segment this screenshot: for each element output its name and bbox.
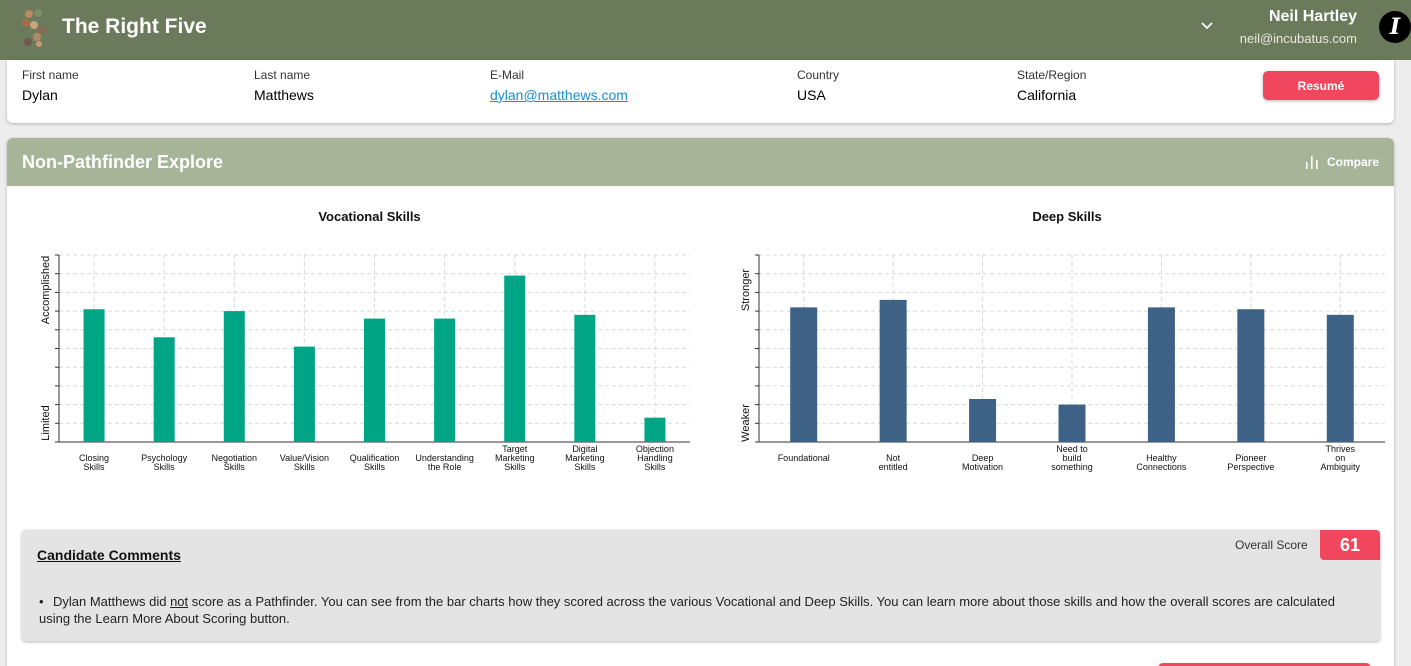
overall-score-label: Overall Score — [1235, 538, 1308, 552]
chart0-tick-label-2: Negotiation Skills — [212, 453, 258, 472]
chart1-tick-label-2: Deep Motivation — [962, 453, 1003, 472]
last-name-label: Last name — [254, 68, 311, 82]
chart1-tick-label-6: Thrives on Ambiguity — [1321, 444, 1361, 472]
chart0-bar-4[interactable] — [364, 318, 385, 442]
learn-more-button[interactable] — [1158, 663, 1371, 666]
candidate-comments: Candidate Comments Overall Score 61 • Dyl… — [22, 530, 1380, 641]
app-logo-icon[interactable] — [20, 8, 50, 48]
user-name[interactable]: Neil Hartley — [1268, 8, 1357, 25]
bullet-icon: • — [39, 594, 44, 609]
chart0-ylabel-bottom: Limited — [40, 405, 52, 440]
chart0-title: Vocational Skills — [318, 209, 420, 224]
chart0-bar-8[interactable] — [644, 417, 666, 442]
first-name-value: Dylan — [22, 87, 58, 103]
resume-button[interactable]: Resumé — [1263, 71, 1379, 100]
chart1-tick-label-3: Need to build something — [1051, 444, 1093, 472]
top-bar: The Right Five Neil Hartley neil@incubat… — [0, 0, 1411, 60]
chart0-tick-label-5: Understanding the Role — [415, 453, 474, 472]
chart1-ylabel-top: Stronger — [740, 269, 752, 312]
chart1-bar-1[interactable] — [879, 299, 907, 442]
compare-button[interactable]: Compare — [1305, 153, 1379, 171]
compare-label: Compare — [1327, 155, 1380, 169]
email-label: E-Mail — [490, 68, 525, 82]
chart1-tick-label-1: Not entitled — [879, 453, 908, 472]
chart1-tick-label-0: Foundational — [778, 453, 830, 463]
state-value: California — [1017, 87, 1077, 103]
chart1-title: Deep Skills — [1032, 209, 1101, 224]
vocational-skills-chart: Vocational Skills Accomplished Limited Clos… — [40, 209, 690, 472]
avatar[interactable]: I — [1379, 11, 1411, 43]
profile-card: First name Dylan Last name Matthews E-Ma… — [7, 60, 1394, 123]
user-email: neil@incubatus.com — [1239, 31, 1357, 46]
explore-header: Non-Pathfinder Explore Compare — [7, 138, 1394, 186]
chart1-bar-5[interactable] — [1237, 309, 1265, 442]
chart1-bar-4[interactable] — [1147, 307, 1175, 442]
chart1-tick-label-5: Pioneer Perspective — [1227, 453, 1274, 472]
chart1-bar-6[interactable] — [1326, 314, 1354, 442]
chart0-tick-label-7: Digital Marketing Skills — [565, 444, 605, 472]
chart0-ylabel-top: Accomplished — [40, 256, 52, 324]
chart0-tick-label-3: Value/Vision Skills — [280, 453, 329, 472]
comment-text: • Dylan Matthews did not score as a Pathf… — [39, 593, 1367, 627]
explore-card: Non-Pathfinder Explore Compare Vocationa… — [7, 138, 1394, 666]
chart0-bar-7[interactable] — [574, 314, 596, 442]
last-name-field: Last name Matthews — [254, 68, 314, 103]
comment-text-after: score as a Pathfinder. You can see from … — [39, 594, 1335, 626]
chart0-tick-label-0: Closing Skills — [79, 453, 109, 472]
email-field: E-Mail dylan@matthews.com — [490, 68, 628, 103]
first-name-label: First name — [22, 68, 79, 82]
chart1-ylabel-bottom: Weaker — [740, 404, 752, 442]
state-field: State/Region California — [1017, 68, 1086, 103]
chart1-tick-label-4: Healthy Connections — [1136, 453, 1187, 472]
email-link[interactable]: dylan@matthews.com — [490, 87, 628, 103]
chart0-bar-6[interactable] — [504, 275, 526, 442]
overall-score-badge: 61 — [1320, 530, 1380, 560]
last-name-value: Matthews — [254, 87, 314, 103]
country-label: Country — [797, 68, 840, 82]
chart0-bar-3[interactable] — [293, 346, 315, 442]
chart1-bar-0[interactable] — [790, 307, 818, 442]
chart1-bar-3[interactable] — [1058, 404, 1086, 442]
first-name-field: First name Dylan — [22, 68, 79, 103]
chart1-bar-2[interactable] — [969, 398, 997, 442]
explore-title: Non-Pathfinder Explore — [22, 152, 224, 172]
country-field: Country USA — [797, 68, 839, 103]
app-title[interactable]: The Right Five — [62, 15, 207, 38]
comments-title: Candidate Comments — [37, 547, 181, 563]
chart0-tick-label-6: Target Marketing Skills — [495, 444, 535, 472]
country-value: USA — [797, 87, 826, 103]
comment-text-before: Dylan Matthews did — [53, 594, 171, 609]
comment-text-emph: not — [170, 594, 189, 609]
chevron-down-icon[interactable] — [1198, 16, 1216, 34]
deep-skills-chart: Deep Skills Stronger Weaker Foundational Not… — [740, 209, 1385, 472]
chart0-bar-2[interactable] — [223, 311, 245, 442]
chart0-tick-label-8: Objection Handling Skills — [636, 444, 674, 472]
chart0-tick-label-1: Psychology Skills — [141, 453, 188, 472]
state-label: State/Region — [1017, 68, 1087, 82]
bar-chart-icon — [1306, 156, 1318, 169]
chart0-bar-1[interactable] — [153, 337, 175, 442]
chart0-bar-5[interactable] — [434, 318, 456, 442]
chart0-tick-label-4: Qualification Skills — [350, 453, 400, 472]
chart0-bar-0[interactable] — [83, 309, 105, 442]
